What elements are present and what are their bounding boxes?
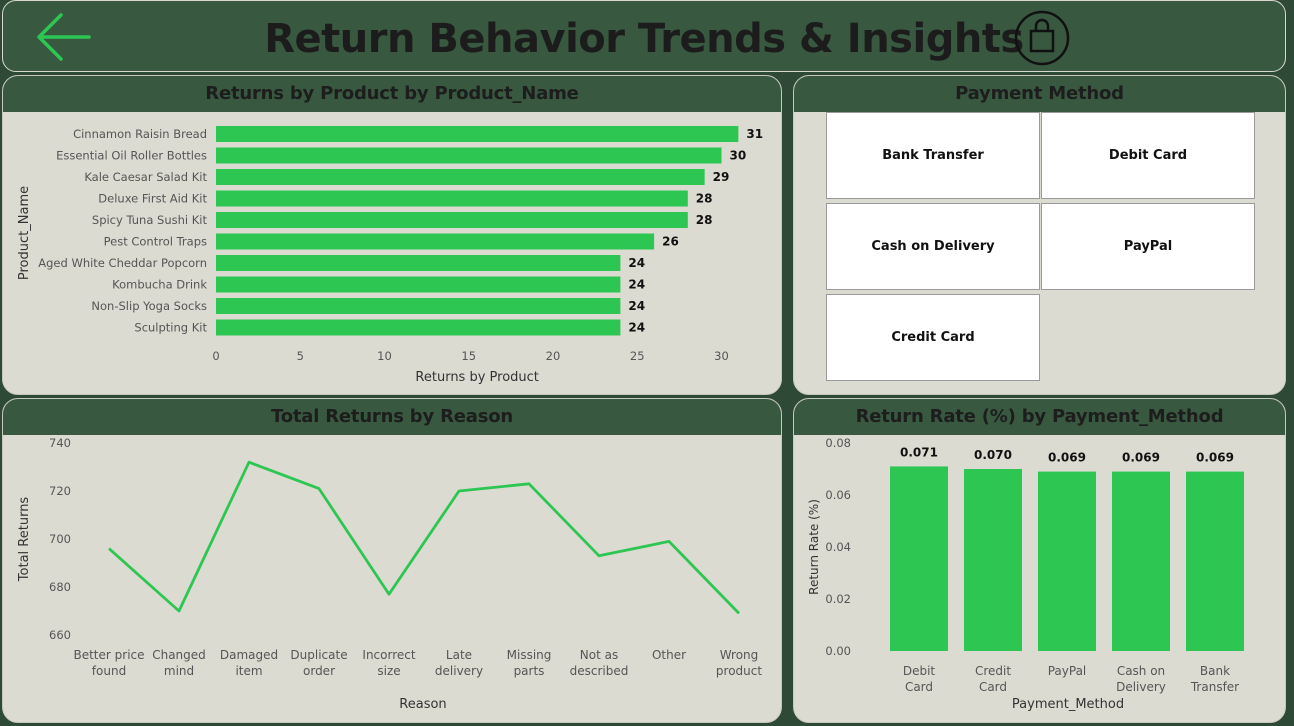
y-tick-label: Essential Oil Roller Bottles [56, 149, 207, 163]
data-label: 29 [713, 170, 730, 184]
bar [1112, 471, 1170, 651]
x-axis-title: Returns by Product [415, 370, 538, 385]
panel-title: Total Returns by Reason [3, 399, 781, 435]
panel-title: Return Rate (%) by Payment_Method [794, 399, 1285, 435]
page-title: Return Behavior Trends & Insights [264, 16, 1024, 62]
payment-option-tile[interactable]: Bank Transfer [826, 112, 1040, 199]
x-tick-label: 15 [461, 349, 476, 363]
bar [216, 319, 621, 336]
y-tick-label: Sculpting Kit [134, 321, 207, 335]
x-tick-label: PayPal [1048, 664, 1087, 678]
bar [1186, 471, 1244, 651]
data-label: 28 [696, 192, 713, 206]
y-tick-label: 0.02 [825, 592, 851, 606]
bar [216, 169, 705, 185]
x-tick-label: Late delivery [435, 648, 483, 678]
data-label: 24 [628, 278, 645, 292]
y-tick-label: 0.00 [825, 644, 851, 658]
data-label: 0.071 [900, 445, 938, 459]
x-tick-label: 30 [714, 349, 729, 363]
data-label: 0.069 [1048, 451, 1086, 465]
return-rate-panel: Return Rate (%) by Payment_Method 0.00 0.… [793, 398, 1286, 723]
bar [216, 147, 722, 164]
bar [1038, 471, 1096, 651]
y-tick-label: 0.06 [825, 488, 851, 502]
y-tick-label: 0.08 [825, 436, 851, 450]
panel-title: Returns by Product by Product_Name [3, 76, 781, 112]
y-tick-label: Cinnamon Raisin Bread [73, 127, 207, 141]
returns-by-product-chart: Cinnamon Raisin Bread 31 Essential Oil Rol… [17, 126, 763, 385]
panel-title: Payment Method [794, 76, 1285, 112]
x-tick-label: Bank Transfer [1190, 664, 1239, 694]
y-tick-label: 0.04 [825, 540, 851, 554]
data-label: 24 [628, 321, 645, 335]
bar [964, 469, 1022, 651]
x-tick-label: Debit Card [903, 664, 936, 694]
y-axis-title: Return Rate (%) [807, 499, 821, 595]
data-label: 0.069 [1122, 451, 1160, 465]
payment-option-tile[interactable]: Cash on Delivery [826, 203, 1040, 290]
y-tick-label: Pest Control Traps [104, 235, 207, 249]
y-tick-label: Aged White Cheddar Popcorn [38, 256, 207, 270]
x-tick-label: 25 [630, 349, 645, 363]
y-tick-label: Kombucha Drink [112, 278, 207, 292]
x-tick-label: 5 [297, 349, 304, 363]
x-tick-label: 10 [377, 349, 392, 363]
y-tick-label: 680 [49, 580, 71, 594]
y-tick-label: 660 [49, 628, 71, 642]
x-tick-label: Changed mind [152, 648, 206, 678]
y-axis-title: Product_Name [17, 186, 32, 280]
bar [216, 190, 688, 207]
y-tick-label: 720 [49, 484, 71, 498]
x-tick-label: Better price found [73, 648, 144, 678]
payment-option-tile[interactable]: Credit Card [826, 294, 1040, 381]
payment-method-panel: Payment Method Bank Transfer Debit Card Ca… [793, 75, 1286, 395]
x-tick-label: Damaged item [220, 648, 278, 678]
x-axis-title: Reason [399, 697, 446, 712]
y-tick-label: 700 [49, 532, 71, 546]
bar [216, 212, 688, 228]
shopping-bag-icon [1014, 10, 1070, 66]
y-axis-title: Total Returns [17, 497, 32, 583]
payment-option-tile[interactable]: PayPal [1041, 203, 1255, 290]
y-tick-label: Spicy Tuna Sushi Kit [92, 213, 208, 227]
x-tick-label: Duplicate order [290, 648, 347, 678]
x-tick-label: Credit Card [975, 664, 1011, 694]
returns-by-reason-panel: Total Returns by Reason 660 680 700 720 740 B… [2, 398, 782, 723]
y-tick-label: 740 [49, 436, 71, 450]
x-tick-label: Other [652, 648, 686, 662]
data-label: 28 [696, 213, 713, 227]
series-line [108, 460, 741, 615]
x-tick-label: Missing parts [507, 648, 552, 678]
returns-by-product-panel: Returns by Product by Product_Name Cinna… [2, 75, 782, 395]
data-label: 24 [628, 256, 645, 270]
data-label: 30 [730, 149, 747, 163]
x-tick-label: 0 [212, 349, 219, 363]
data-label: 24 [628, 299, 645, 313]
y-tick-label: Non-Slip Yoga Socks [91, 299, 207, 313]
data-label: 26 [662, 235, 679, 249]
bar [216, 233, 655, 250]
data-label: 31 [746, 127, 763, 141]
x-tick-label: 20 [546, 349, 561, 363]
y-tick-label: Deluxe First Aid Kit [98, 192, 207, 206]
returns-by-reason-chart: 660 680 700 720 740 Better price found Changed m… [17, 436, 762, 712]
bar [216, 298, 621, 314]
x-axis-title: Payment_Method [1012, 697, 1124, 712]
bar [216, 276, 621, 293]
x-tick-label: Cash on Delivery [1116, 664, 1166, 694]
data-label: 0.070 [974, 448, 1012, 462]
bar [216, 126, 739, 142]
payment-option-tile[interactable]: Debit Card [1041, 112, 1255, 199]
y-tick-label: Kale Caesar Salad Kit [84, 170, 207, 184]
x-tick-label: Wrong product [716, 648, 762, 678]
header-bar: Return Behavior Trends & Insights [2, 0, 1286, 72]
data-label: 0.069 [1196, 451, 1234, 465]
bar [890, 466, 948, 651]
back-arrow-icon[interactable] [33, 9, 95, 65]
x-tick-label: Incorrect size [362, 648, 415, 678]
bar [216, 255, 621, 271]
x-tick-label: Not as described [570, 648, 629, 678]
return-rate-chart: 0.00 0.02 0.04 0.06 0.08 0.071 Debit Card 0.070 C… [807, 436, 1244, 712]
